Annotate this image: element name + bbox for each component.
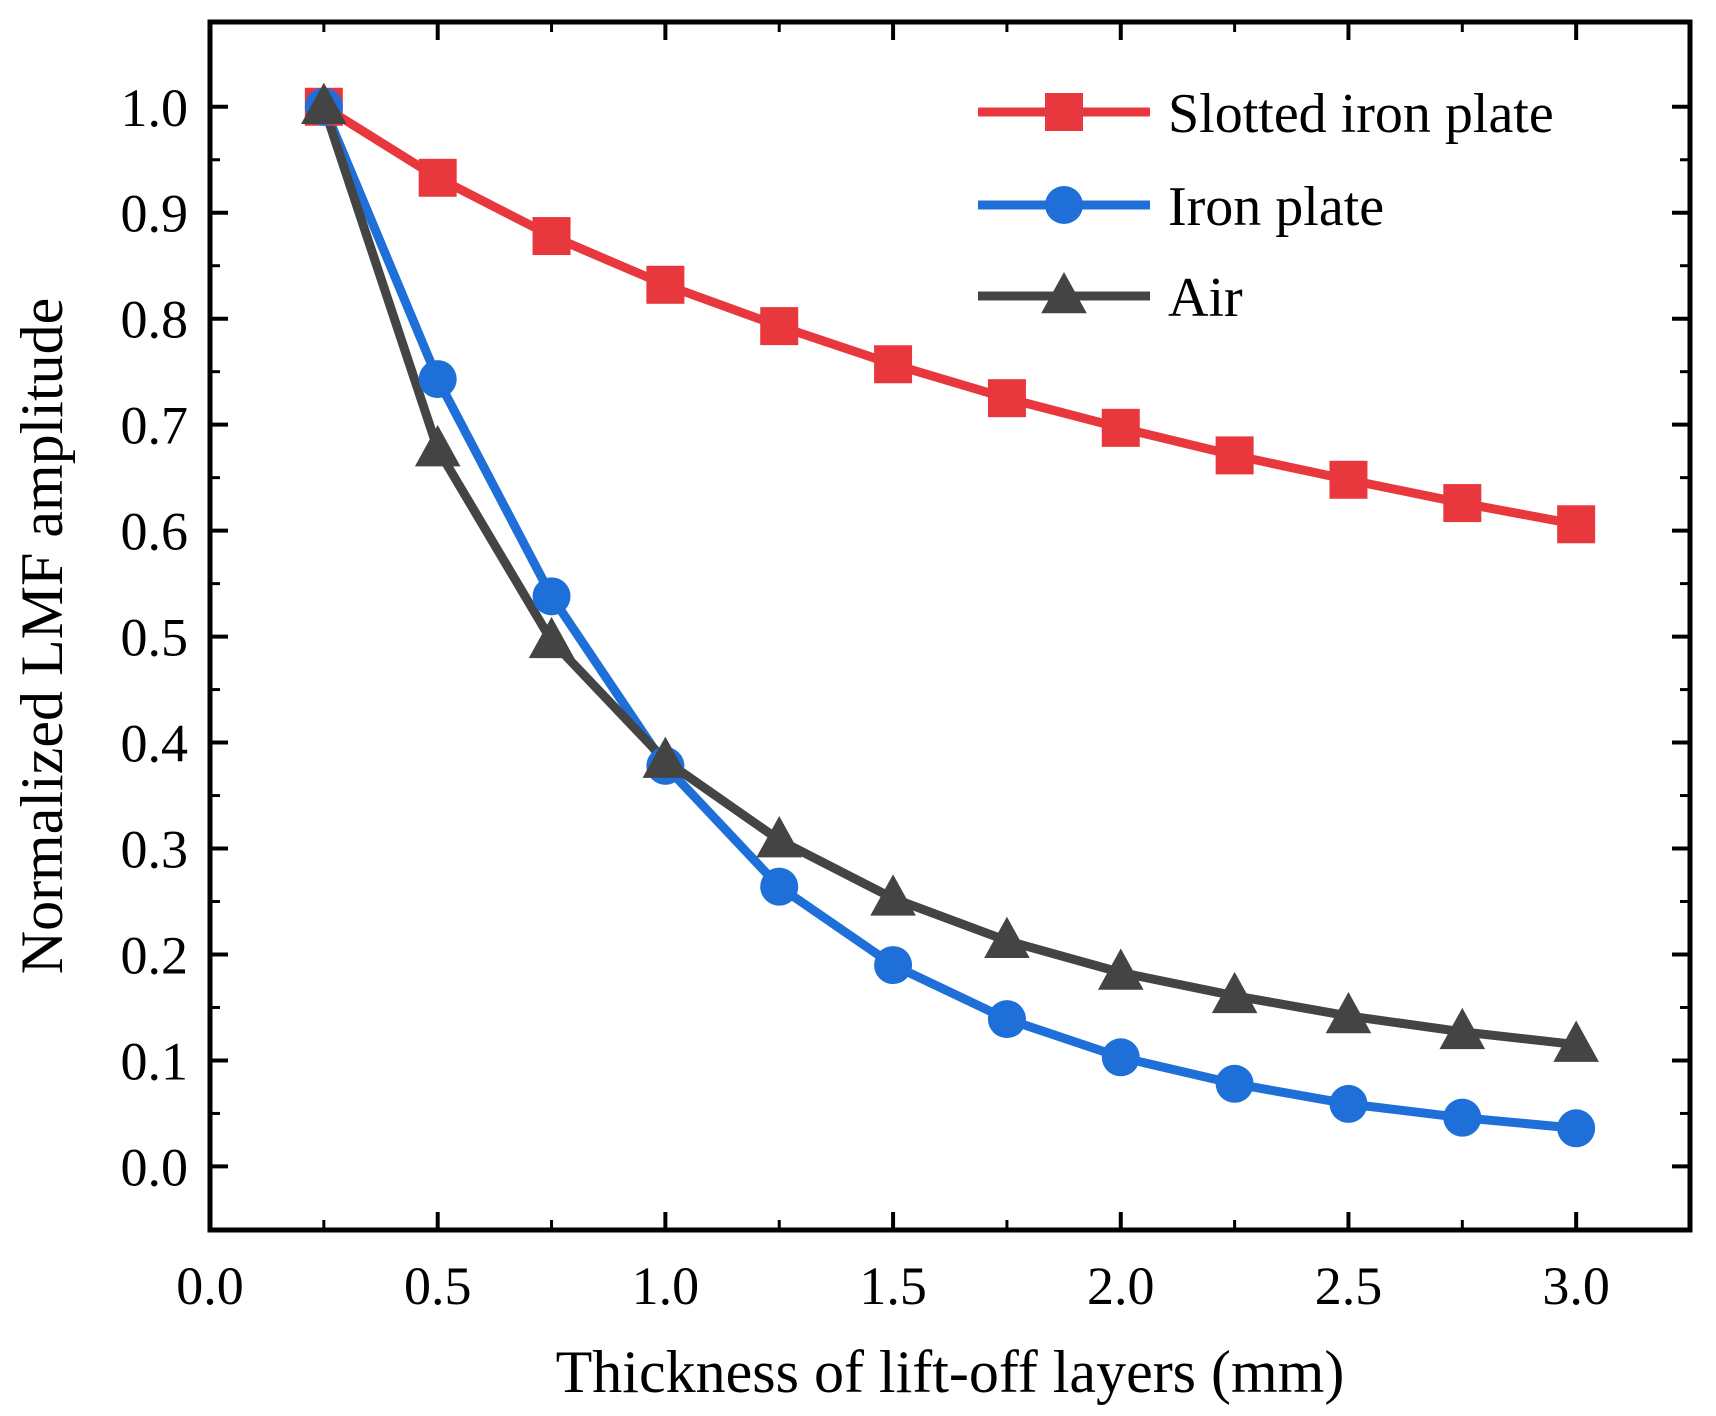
x-tick-label: 1.5 xyxy=(859,1256,927,1316)
series-2-point xyxy=(984,916,1030,958)
legend-label-1: Iron plate xyxy=(1168,176,1384,238)
y-tick-label: 0.3 xyxy=(121,820,189,880)
plot-series xyxy=(301,82,1599,1148)
y-axis-title: Normalized LMF amplitude xyxy=(9,298,75,975)
series-1-point xyxy=(1443,1098,1482,1137)
tick-labels: 0.0 0.5 1.0 1.5 2.0 2.5 3.0 0.0 0.1 0.2 0.3 0.4 0.5 0… xyxy=(121,78,1610,1316)
series-0-point xyxy=(1101,408,1140,447)
x-tick-label: 0.0 xyxy=(176,1256,244,1316)
series-line-0 xyxy=(321,102,1577,529)
plot-frame xyxy=(207,19,1693,1233)
series-2-point xyxy=(1553,1020,1599,1062)
series-0-point xyxy=(532,217,571,256)
series-line-1 xyxy=(319,105,1577,1133)
y-tick-label: 0.9 xyxy=(121,184,189,244)
y-tick-label: 0.8 xyxy=(121,290,189,350)
series-2-point xyxy=(642,736,689,778)
series-0-point xyxy=(418,158,457,197)
series-2-point xyxy=(301,82,347,125)
y-tick-label: 0.5 xyxy=(121,608,189,668)
x-tick-label: 2.5 xyxy=(1315,1256,1383,1316)
series-1-point xyxy=(532,577,571,616)
series-2-point xyxy=(1097,948,1144,990)
series-1-point xyxy=(418,360,457,399)
legend-label-0: Slotted iron plate xyxy=(1168,83,1554,145)
legend-marker-2 xyxy=(1041,272,1087,314)
series-1-point xyxy=(1329,1084,1368,1123)
series-0-point xyxy=(646,265,685,304)
series-1-point xyxy=(1557,1109,1596,1148)
series-0-point xyxy=(874,345,913,384)
series-line-2 xyxy=(319,105,1577,1050)
series-0-point xyxy=(1557,505,1596,544)
x-tick-label: 0.5 xyxy=(404,1256,472,1316)
series-1-point xyxy=(874,946,913,985)
series-0-point xyxy=(1443,484,1482,523)
x-tick-label: 2.0 xyxy=(1087,1256,1155,1316)
legend: Slotted iron plate Iron plate Air xyxy=(978,83,1554,329)
series-2-point xyxy=(414,425,461,467)
y-tick-label: 0.1 xyxy=(121,1031,189,1091)
series-2-point xyxy=(1325,991,1372,1034)
y-tick-label: 1.0 xyxy=(121,78,189,138)
series-2-point xyxy=(1211,971,1258,1014)
series-1-point xyxy=(1101,1038,1140,1077)
legend-label-2: Air xyxy=(1168,267,1243,329)
series-0-point xyxy=(987,379,1026,418)
series-2-point xyxy=(1439,1007,1486,1050)
series-2-point xyxy=(756,816,803,858)
y-tick-label: 0.6 xyxy=(121,502,189,562)
x-axis-title: Thickness of lift-off layers (mm) xyxy=(556,1339,1345,1405)
series-1-point xyxy=(1215,1064,1254,1103)
legend-marker-1 xyxy=(1045,186,1083,224)
series-1-point xyxy=(760,867,799,906)
x-tick-label: 3.0 xyxy=(1542,1256,1610,1316)
y-tick-label: 0.4 xyxy=(121,714,189,774)
series-0-point xyxy=(1329,460,1368,499)
legend-marker-0 xyxy=(1045,93,1083,131)
series-0-point xyxy=(1215,436,1254,475)
y-tick-label: 0.7 xyxy=(121,396,189,456)
series-2-point xyxy=(870,874,916,916)
y-tick-label: 0.2 xyxy=(121,925,189,985)
series-0-point xyxy=(760,307,799,346)
series-2-point xyxy=(528,616,575,659)
series-1-point xyxy=(987,1000,1026,1039)
x-tick-label: 1.0 xyxy=(632,1256,700,1316)
y-tick-label: 0.0 xyxy=(121,1137,189,1197)
